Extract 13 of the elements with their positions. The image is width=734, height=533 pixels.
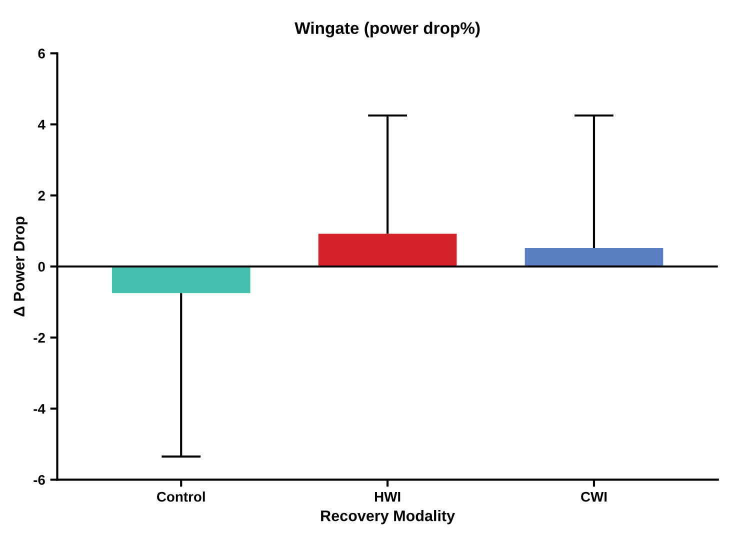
x-axis-title: Recovery Modality	[321, 510, 455, 524]
y-tick-label: 6	[38, 48, 45, 58]
x-tick-label: HWI	[374, 492, 400, 502]
y-tick-label: 4	[38, 120, 46, 130]
y-axis-title: Δ Power Drop	[14, 216, 28, 316]
x-tick-label: Control	[157, 492, 205, 502]
chart-title: Wingate (power drop%)	[294, 22, 480, 38]
y-tick-label: -2	[34, 332, 45, 343]
y-tick-label: -6	[34, 475, 45, 485]
y-tick-label: -4	[34, 404, 46, 414]
x-tick-label: CWI	[581, 492, 607, 502]
y-tick-label: 0	[38, 262, 45, 272]
y-tick-label: 2	[38, 190, 45, 200]
